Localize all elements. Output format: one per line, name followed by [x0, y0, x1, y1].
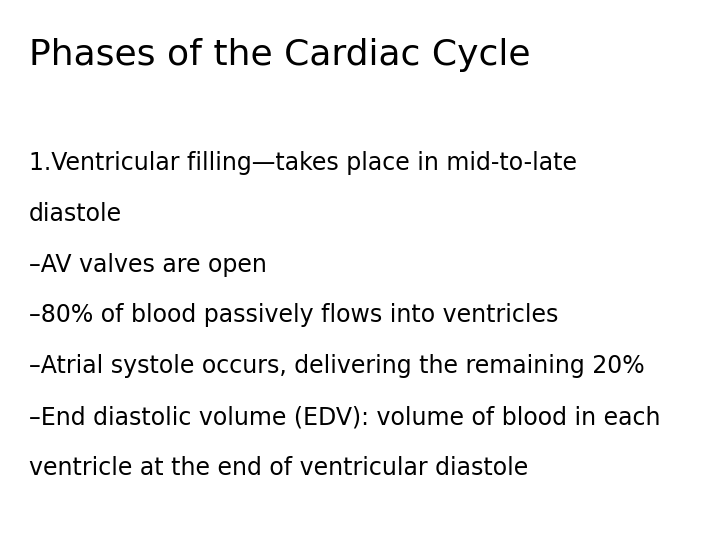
Text: ventricle at the end of ventricular diastole: ventricle at the end of ventricular dias… — [29, 456, 528, 480]
Text: –End diastolic volume (EDV): volume of blood in each: –End diastolic volume (EDV): volume of b… — [29, 405, 660, 429]
Text: diastole: diastole — [29, 202, 122, 226]
Text: –AV valves are open: –AV valves are open — [29, 253, 266, 276]
Text: –80% of blood passively flows into ventricles: –80% of blood passively flows into ventr… — [29, 303, 558, 327]
Text: –Atrial systole occurs, delivering the remaining 20%: –Atrial systole occurs, delivering the r… — [29, 354, 644, 378]
Text: 1.Ventricular filling—takes place in mid-to-late: 1.Ventricular filling—takes place in mid… — [29, 151, 577, 175]
Text: Phases of the Cardiac Cycle: Phases of the Cardiac Cycle — [29, 38, 531, 72]
